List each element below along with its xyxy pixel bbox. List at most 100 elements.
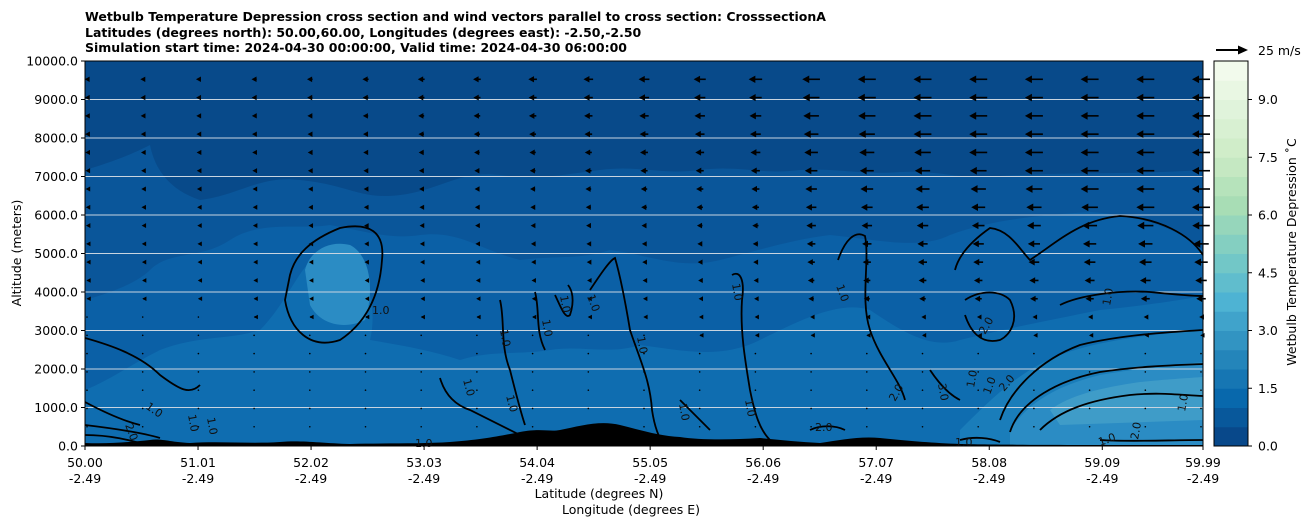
wind-vector-arrow-icon xyxy=(1088,314,1093,320)
wind-vector-arrow-icon xyxy=(1082,221,1090,230)
wind-vector xyxy=(1026,203,1042,212)
wind-vector-arrow-icon xyxy=(806,222,813,229)
wind-vector xyxy=(1194,258,1208,266)
wind-vector xyxy=(641,222,647,229)
wind-vector-arrow-icon xyxy=(308,186,313,192)
wind-vector-arrow-icon xyxy=(750,149,757,156)
wind-vector xyxy=(810,407,812,410)
wind-vector xyxy=(697,241,703,247)
wind-vector xyxy=(698,296,704,302)
wind-vector xyxy=(196,131,202,137)
colorbar-band xyxy=(1214,388,1248,408)
wind-vector xyxy=(751,185,760,193)
wind-vector-arrow-icon xyxy=(585,167,591,174)
x-tick-label-lat: 56.06 xyxy=(745,455,781,470)
wind-vector xyxy=(857,75,876,84)
wind-vector xyxy=(476,425,478,428)
wind-vector xyxy=(977,389,979,391)
contour-line xyxy=(554,284,574,317)
wind-vector xyxy=(861,222,873,229)
wind-vector xyxy=(859,166,874,175)
wind-vector xyxy=(86,259,91,265)
wind-vector-arrow-icon xyxy=(1192,185,1199,193)
wind-vector xyxy=(694,94,706,102)
wind-vector xyxy=(694,130,705,138)
wind-vector-arrow-icon xyxy=(860,185,867,193)
wind-vector-arrow-icon xyxy=(695,149,702,156)
contour-line xyxy=(837,233,906,401)
contour-label: 1.0 xyxy=(204,416,220,435)
wind-vector xyxy=(583,94,593,101)
x-axis-label: Latitude (degrees N) xyxy=(535,486,664,501)
wind-vector xyxy=(420,425,423,428)
wind-vector xyxy=(921,389,924,391)
wind-vector xyxy=(474,204,480,210)
wind-vector xyxy=(1136,93,1155,102)
wind-vector xyxy=(473,131,480,138)
wind-vector xyxy=(419,223,425,229)
wind-vector xyxy=(86,296,91,302)
wind-vector xyxy=(1139,277,1151,284)
wind-vector xyxy=(638,94,650,101)
contour-label: 1.0 xyxy=(955,436,973,449)
wind-vector xyxy=(420,407,423,410)
wind-vector-arrow-icon xyxy=(914,148,922,157)
wind-vector xyxy=(364,278,370,283)
wind-vector-arrow-icon xyxy=(754,314,759,320)
wind-vector xyxy=(921,314,926,320)
wind-vector-arrow-icon xyxy=(969,112,977,120)
wind-vector xyxy=(696,186,704,193)
x-tick-label-lat: 51.01 xyxy=(180,455,216,470)
wind-vector-arrow-icon xyxy=(1136,130,1144,138)
wind-vector xyxy=(1085,295,1094,302)
wind-vector xyxy=(866,389,868,391)
wind-vector xyxy=(85,223,91,229)
wind-vector xyxy=(917,240,928,248)
wind-vector-arrow-icon xyxy=(85,168,91,174)
wind-vector xyxy=(1088,332,1094,338)
wind-vector-arrow-icon xyxy=(1144,332,1149,338)
contour-label: 1.0 xyxy=(729,282,745,301)
wind-vector xyxy=(807,259,815,266)
wind-vector xyxy=(1195,276,1207,284)
wind-vector-arrow-icon xyxy=(640,186,647,192)
wind-vector-arrow-icon xyxy=(641,204,647,211)
wind-vector xyxy=(253,278,258,283)
colorbar-band xyxy=(1214,330,1248,351)
contour-label: 1.0 xyxy=(676,402,692,421)
wind-vector xyxy=(698,352,701,355)
wind-vector-arrow-icon xyxy=(475,259,481,265)
wind-vector-arrow-icon xyxy=(196,113,202,119)
wind-vector xyxy=(363,168,369,174)
wind-vector-arrow-icon xyxy=(196,186,202,192)
wind-vector xyxy=(197,352,200,355)
wind-vector xyxy=(803,130,819,138)
wind-vector xyxy=(530,222,536,229)
wind-vector xyxy=(697,259,703,265)
colorbar-band xyxy=(1214,369,1248,389)
wind-vector xyxy=(1033,407,1035,410)
wind-vector xyxy=(253,407,255,410)
wind-vector-arrow-icon xyxy=(1080,93,1088,102)
wind-vector-arrow-icon xyxy=(642,277,648,283)
wind-vector xyxy=(643,334,645,337)
wind-vector-arrow-icon xyxy=(972,240,979,248)
wind-vector xyxy=(803,112,819,120)
wind-vector-arrow-icon xyxy=(418,131,424,137)
wind-vector xyxy=(1136,130,1155,138)
wind-vector xyxy=(916,222,929,230)
y-axis-label: Altitude (meters) xyxy=(9,200,24,307)
wind-vector xyxy=(971,203,986,212)
wind-vector xyxy=(865,314,871,320)
wind-vector-arrow-icon xyxy=(418,149,424,156)
wind-vector-arrow-icon xyxy=(862,240,868,248)
contour-label: 2.0 xyxy=(815,421,833,434)
contour-label-group: 1.0 1.0 2.0 1.0 1.0 1.0 1.0 1.0 1.0 1.0 … xyxy=(122,282,1191,450)
wind-vector xyxy=(86,278,91,283)
wind-vector xyxy=(586,259,592,265)
wind-vector xyxy=(1144,371,1147,373)
wind-vector xyxy=(307,94,313,101)
wind-vector-arrow-icon xyxy=(863,277,869,284)
wind-vector-arrow-icon xyxy=(913,93,921,102)
wind-vector xyxy=(914,166,931,175)
